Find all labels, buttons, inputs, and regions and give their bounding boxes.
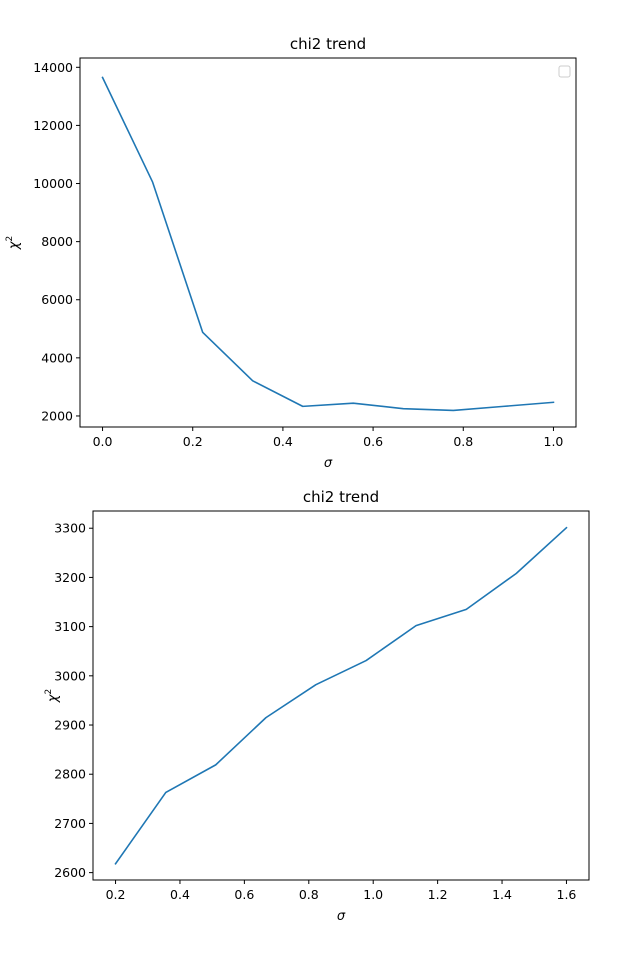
legend-box [558,65,571,78]
x-axis-label: σ [337,909,346,924]
x-tick-label: 0.2 [183,434,203,449]
y-tick-label: 8000 [41,234,73,249]
x-tick-label: 0.4 [273,434,293,449]
chart-1: 0.0 0.2 0.4 0.6 0.8 1.0 2000 4000 6000 8000 10000 1… [5,35,577,471]
x-tick-label: 0.6 [363,434,383,449]
x-tick-label: 0.6 [234,887,254,902]
y-tick-label: 3200 [54,570,86,585]
series-line [101,76,555,412]
y-tick-label: 3100 [54,619,86,634]
x-tick-label: 0.0 [93,434,113,449]
y-tick-label: 2700 [54,816,86,831]
y-tick-label: 14000 [33,60,73,75]
y-tick-label: 2600 [54,865,86,880]
axes-frame [79,57,577,428]
x-tick-label: 1.0 [544,434,564,449]
y-tick-label: 4000 [41,350,73,365]
series-line [114,526,568,865]
y-tick-label: 2000 [41,408,73,423]
x-tick-label: 1.2 [428,887,448,902]
y-axis-label: χ2 [5,236,22,250]
x-tick-label: 1.4 [492,887,512,902]
chart-title: chi2 trend [290,35,366,53]
axes-frame [92,510,590,881]
chart-2: 0.2 0.4 0.6 0.8 1.0 1.2 1.4 1.6 2600 2700 2800 2900… [44,488,590,924]
y-tick-label: 10000 [33,176,73,191]
x-tick-label: 0.2 [106,887,126,902]
y-tick-label: 12000 [33,118,73,133]
x-axis-label: σ [324,456,333,471]
y-tick-label: 3000 [54,668,86,683]
y-tick-label: 3300 [54,521,86,536]
y-tick-label: 6000 [41,292,73,307]
x-tick-label: 1.6 [557,887,577,902]
y-tick-label: 2900 [54,718,86,733]
x-tick-label: 0.8 [299,887,319,902]
chart-title: chi2 trend [303,488,379,506]
x-tick-label: 1.0 [363,887,383,902]
x-tick-label: 0.8 [453,434,473,449]
y-axis-label: χ2 [44,689,61,703]
y-tick-label: 2800 [54,767,86,782]
x-tick-label: 0.4 [170,887,190,902]
